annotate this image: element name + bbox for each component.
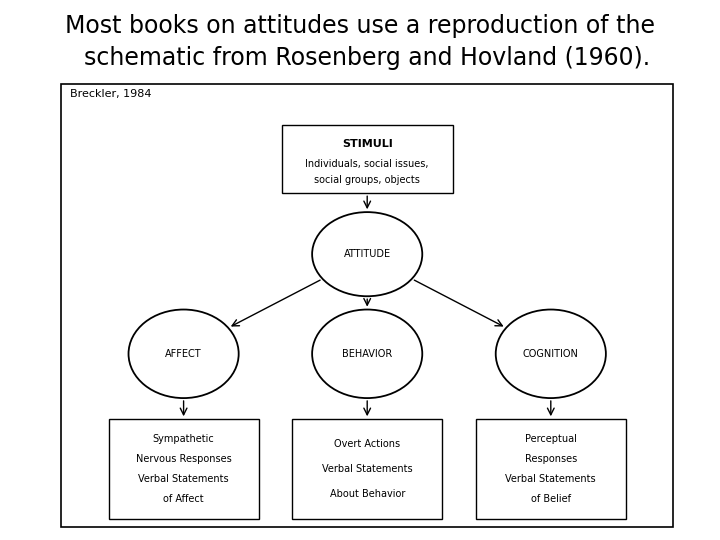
Text: social groups, objects: social groups, objects (314, 174, 420, 185)
Text: ATTITUDE: ATTITUDE (343, 249, 391, 259)
Text: Verbal Statements: Verbal Statements (138, 474, 229, 484)
Text: Responses: Responses (525, 454, 577, 464)
Text: of Affect: of Affect (163, 494, 204, 504)
Text: of Belief: of Belief (531, 494, 571, 504)
Text: Overt Actions: Overt Actions (334, 439, 400, 449)
Text: BEHAVIOR: BEHAVIOR (342, 349, 392, 359)
Text: Verbal Statements: Verbal Statements (322, 464, 413, 474)
Text: Perceptual: Perceptual (525, 434, 577, 444)
Text: schematic from Rosenberg and Hovland (1960).: schematic from Rosenberg and Hovland (19… (69, 46, 651, 70)
Text: Breckler, 1984: Breckler, 1984 (70, 89, 151, 99)
Text: Most books on attitudes use a reproduction of the: Most books on attitudes use a reproducti… (65, 14, 655, 37)
Text: About Behavior: About Behavior (330, 489, 405, 499)
Text: COGNITION: COGNITION (523, 349, 579, 359)
Text: Verbal Statements: Verbal Statements (505, 474, 596, 484)
Text: Individuals, social issues,: Individuals, social issues, (305, 159, 429, 170)
Text: Sympathetic: Sympathetic (153, 434, 215, 444)
Text: Nervous Responses: Nervous Responses (136, 454, 231, 464)
Text: AFFECT: AFFECT (166, 349, 202, 359)
Text: STIMULI: STIMULI (342, 139, 392, 149)
